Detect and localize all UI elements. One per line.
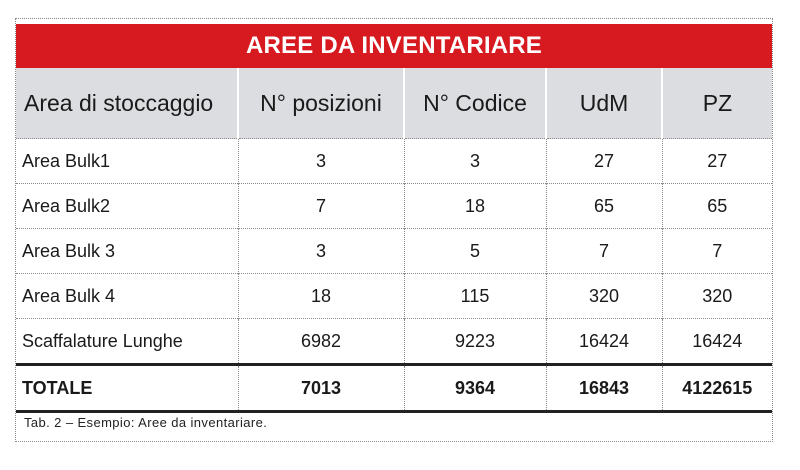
cell-posizioni: 3 xyxy=(237,138,404,184)
header-codice: N° Codice xyxy=(403,68,546,139)
cell-area: Area Bulk1 xyxy=(16,138,238,184)
total-pz: 4122615 xyxy=(661,363,772,413)
cell-pz: 16424 xyxy=(661,318,772,365)
header-row: Area di stoccaggio N° posizioni N° Codic… xyxy=(16,68,772,139)
cell-posizioni: 18 xyxy=(237,273,404,319)
cell-pz: 27 xyxy=(661,138,772,184)
table-row: Scaffalature Lunghe 6982 9223 16424 1642… xyxy=(16,318,772,365)
cell-codice: 3 xyxy=(403,138,546,184)
total-row: TOTALE 7013 9364 16843 4122615 xyxy=(16,363,772,413)
header-posizioni: N° posizioni xyxy=(237,68,404,139)
cell-codice: 115 xyxy=(403,273,546,319)
table-row: Area Bulk 4 18 115 320 320 xyxy=(16,273,772,319)
cell-posizioni: 6982 xyxy=(237,318,404,365)
table-caption: Tab. 2 – Esempio: Aree da inventariare. xyxy=(24,415,268,430)
cell-area: Area Bulk2 xyxy=(16,183,238,229)
cell-codice: 9223 xyxy=(403,318,546,365)
header-pz: PZ xyxy=(661,68,772,139)
table-row: Area Bulk2 7 18 65 65 xyxy=(16,183,772,229)
cell-area: Scaffalature Lunghe xyxy=(16,318,238,365)
cell-posizioni: 3 xyxy=(237,228,404,274)
total-codice: 9364 xyxy=(403,363,546,413)
cell-udm: 320 xyxy=(545,273,662,319)
cell-pz: 65 xyxy=(661,183,772,229)
cell-udm: 16424 xyxy=(545,318,662,365)
cell-pz: 7 xyxy=(661,228,772,274)
header-area: Area di stoccaggio xyxy=(16,68,238,139)
table-row: Area Bulk 3 3 5 7 7 xyxy=(16,228,772,274)
table-row: Area Bulk1 3 3 27 27 xyxy=(16,138,772,184)
total-udm: 16843 xyxy=(545,363,662,413)
cell-area: Area Bulk 4 xyxy=(16,273,238,319)
inventory-table: Area di stoccaggio N° posizioni N° Codic… xyxy=(16,68,772,413)
cell-pz: 320 xyxy=(661,273,772,319)
table-figure: AREE DA INVENTARIARE Area di stoccaggio … xyxy=(15,18,773,442)
cell-udm: 65 xyxy=(545,183,662,229)
cell-udm: 7 xyxy=(545,228,662,274)
header-udm: UdM xyxy=(545,68,662,139)
total-posizioni: 7013 xyxy=(237,363,404,413)
table-title: AREE DA INVENTARIARE xyxy=(16,24,772,68)
cell-posizioni: 7 xyxy=(237,183,404,229)
total-label: TOTALE xyxy=(16,363,238,413)
cell-codice: 5 xyxy=(403,228,546,274)
cell-udm: 27 xyxy=(545,138,662,184)
cell-codice: 18 xyxy=(403,183,546,229)
cell-area: Area Bulk 3 xyxy=(16,228,238,274)
